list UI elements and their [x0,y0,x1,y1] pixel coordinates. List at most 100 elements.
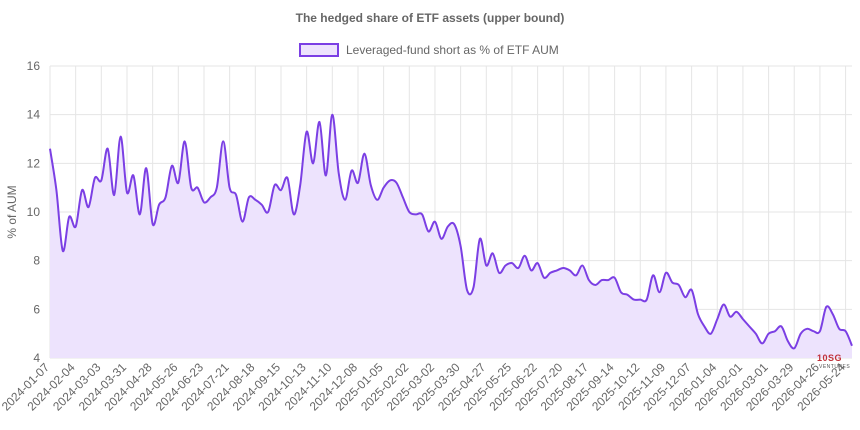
data-point[interactable] [728,315,732,319]
data-point[interactable] [170,164,174,168]
data-point[interactable] [260,203,264,207]
data-point[interactable] [542,276,546,280]
data-point[interactable] [670,281,674,285]
data-point[interactable] [138,212,142,216]
data-point[interactable] [504,264,508,268]
data-point[interactable] [561,266,565,270]
data-point[interactable] [407,210,411,214]
data-point[interactable] [80,188,84,192]
data-point[interactable] [318,120,322,124]
data-point[interactable] [266,210,270,214]
data-point[interactable] [446,225,450,229]
data-point[interactable] [844,329,848,333]
data-point[interactable] [292,212,296,216]
data-point[interactable] [151,222,155,226]
data-point[interactable] [343,198,347,202]
data-point[interactable] [350,169,354,173]
data-point[interactable] [382,186,386,190]
data-point[interactable] [696,312,700,316]
data-point[interactable] [215,186,219,190]
data-point[interactable] [99,178,103,182]
data-point[interactable] [196,186,200,190]
legend[interactable]: Leveraged-fund short as % of ETF AUM [299,43,559,57]
data-point[interactable] [555,268,559,272]
data-point[interactable] [273,183,277,187]
data-point[interactable] [722,303,726,307]
data-point[interactable] [574,273,578,277]
data-point[interactable] [619,290,623,294]
data-point[interactable] [305,130,309,134]
data-point[interactable] [330,113,334,117]
data-point[interactable] [613,276,617,280]
data-point[interactable] [459,244,463,248]
data-point[interactable] [484,264,488,268]
data-point[interactable] [279,188,283,192]
data-point[interactable] [478,237,482,241]
data-point[interactable] [285,176,289,180]
data-point[interactable] [465,288,469,292]
data-point[interactable] [324,174,328,178]
data-point[interactable] [568,268,572,272]
data-point[interactable] [221,139,225,143]
data-point[interactable] [792,346,796,350]
data-point[interactable] [677,283,681,287]
data-point[interactable] [818,329,822,333]
data-point[interactable] [510,261,514,265]
data-point[interactable] [112,193,116,197]
data-point[interactable] [658,290,662,294]
data-point[interactable] [548,271,552,275]
data-point[interactable] [388,178,392,182]
data-point[interactable] [715,317,719,321]
data-point[interactable] [754,332,758,336]
data-point[interactable] [497,271,501,275]
data-point[interactable] [735,310,739,314]
data-point[interactable] [606,278,610,282]
data-point[interactable] [452,222,456,226]
data-point[interactable] [600,278,604,282]
series-line[interactable] [49,113,853,350]
data-point[interactable] [760,341,764,345]
data-point[interactable] [369,183,373,187]
data-point[interactable] [741,317,745,321]
data-point[interactable] [131,174,135,178]
data-point[interactable] [824,305,828,309]
data-point[interactable] [87,205,91,209]
data-point[interactable] [516,266,520,270]
data-point[interactable] [241,220,245,224]
data-point[interactable] [420,212,424,216]
data-point[interactable] [709,332,713,336]
data-point[interactable] [93,176,97,180]
data-point[interactable] [176,181,180,185]
data-point[interactable] [747,324,751,328]
data-point[interactable] [812,329,816,333]
data-point[interactable] [523,254,527,258]
data-point[interactable] [375,198,379,202]
data-point[interactable] [427,230,431,234]
data-point[interactable] [805,327,809,331]
data-point[interactable] [234,193,238,197]
data-point[interactable] [831,312,835,316]
data-point[interactable] [779,324,783,328]
data-point[interactable] [202,200,206,204]
data-point[interactable] [702,324,706,328]
data-point[interactable] [767,332,771,336]
data-point[interactable] [645,298,649,302]
data-point[interactable] [632,298,636,302]
data-point[interactable] [228,186,232,190]
data-point[interactable] [395,181,399,185]
data-point[interactable] [157,203,161,207]
data-point[interactable] [356,181,360,185]
data-point[interactable] [850,344,854,348]
data-point[interactable] [491,251,495,255]
data-point[interactable] [164,195,168,199]
data-point[interactable] [439,237,443,241]
data-point[interactable] [61,249,65,253]
data-point[interactable] [54,188,58,192]
data-point[interactable] [74,225,78,229]
data-point[interactable] [125,191,129,195]
data-point[interactable] [298,183,302,187]
data-point[interactable] [593,283,597,287]
data-point[interactable] [144,166,148,170]
data-point[interactable] [587,278,591,282]
data-point[interactable] [472,285,476,289]
